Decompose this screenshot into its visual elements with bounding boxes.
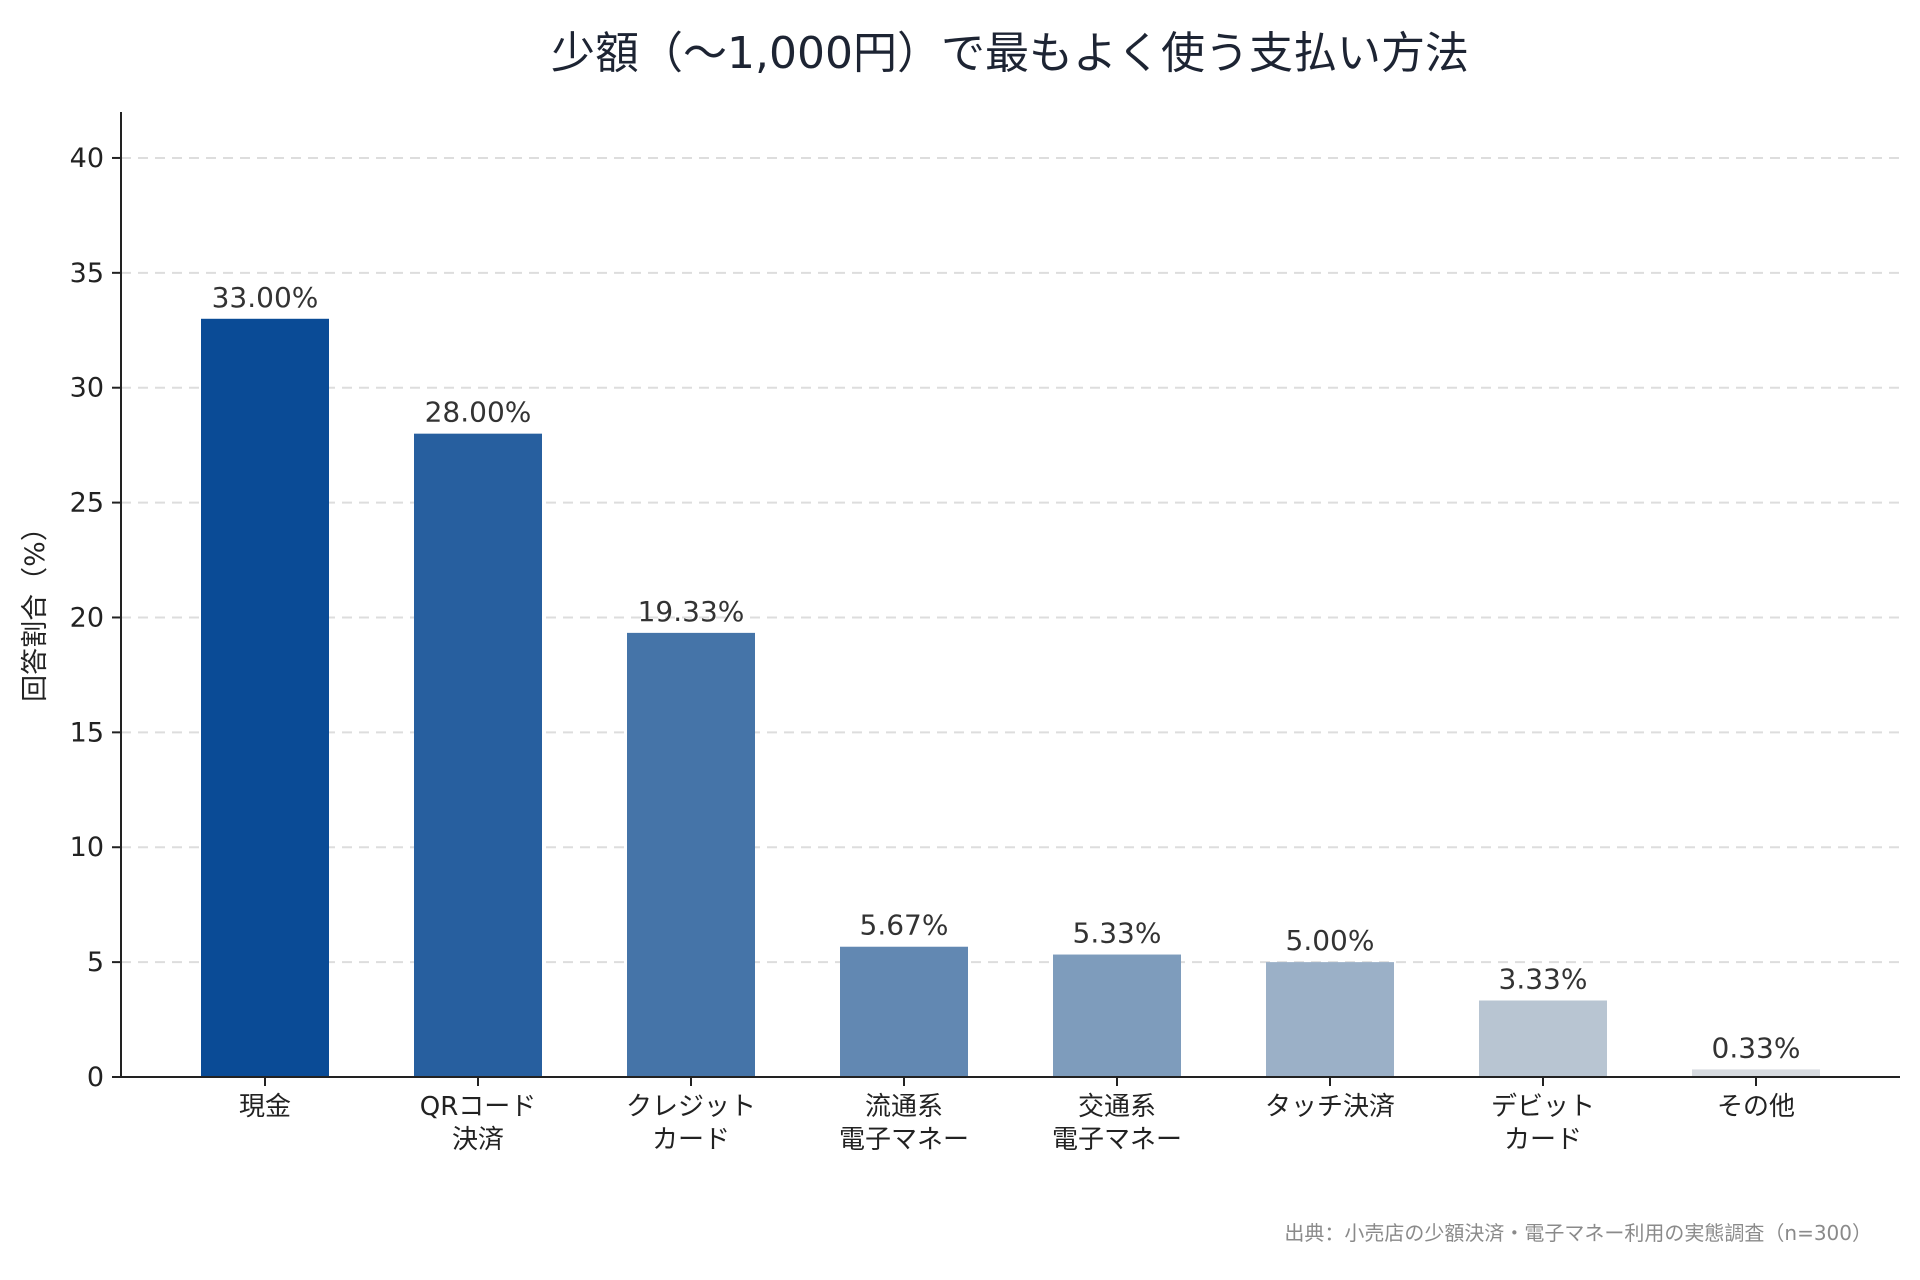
x-tick-label-6-1: カード xyxy=(1504,1125,1582,1155)
bar-0 xyxy=(201,318,329,1077)
bar-7 xyxy=(1692,1069,1820,1077)
chart-title: 少額（〜1,000円）で最もよく使う支払い方法 xyxy=(551,28,1469,79)
x-tick-label-1-1: 決済 xyxy=(452,1125,504,1155)
x-tick-label-2-1: カード xyxy=(652,1125,730,1155)
y-tick-label-35: 35 xyxy=(70,258,104,289)
x-tick-label-2-0: クレジット xyxy=(626,1092,756,1122)
x-tick-label-6-0: デビット xyxy=(1491,1092,1595,1122)
x-tick-label-5-0: タッチ決済 xyxy=(1265,1092,1395,1122)
y-tick-label-10: 10 xyxy=(70,832,104,863)
y-tick-label-25: 25 xyxy=(70,488,104,519)
bar-1 xyxy=(414,433,542,1078)
value-label-0: 33.00% xyxy=(212,281,319,314)
source-note: 出典：小売店の少額決済・電子マネー利用の実態調査（n=300） xyxy=(1284,1221,1872,1245)
bar-6 xyxy=(1479,1000,1607,1077)
x-tick-label-3-1: 電子マネー xyxy=(839,1125,969,1155)
value-label-1: 28.00% xyxy=(425,396,532,429)
y-axis-label: 回答割合（%） xyxy=(20,514,51,702)
y-tick-label-5: 5 xyxy=(87,947,104,978)
bar-4 xyxy=(1053,954,1181,1077)
y-axis-ticks: 0 5 10 15 20 25 30 35 40 xyxy=(70,143,121,1093)
y-tick-label-40: 40 xyxy=(70,143,104,174)
x-tick-label-3-0: 流通系 xyxy=(865,1092,943,1122)
value-label-7: 0.33% xyxy=(1712,1031,1801,1064)
value-label-3: 5.67% xyxy=(860,909,949,942)
bar-2 xyxy=(627,632,755,1077)
grid-lines xyxy=(121,156,1900,964)
x-tick-label-1-0: QRコード xyxy=(420,1092,537,1122)
bar-5 xyxy=(1266,962,1394,1077)
value-label-6: 3.33% xyxy=(1499,962,1588,995)
y-tick-label-30: 30 xyxy=(70,373,104,404)
x-tick-label-4-0: 交通系 xyxy=(1078,1092,1156,1122)
x-tick-label-7-0: その他 xyxy=(1717,1092,1795,1122)
y-tick-label-20: 20 xyxy=(70,602,104,633)
y-tick-label-0: 0 xyxy=(87,1062,104,1093)
y-tick-label-15: 15 xyxy=(70,717,104,748)
value-label-5: 5.00% xyxy=(1286,924,1375,957)
x-tick-label-4-1: 電子マネー xyxy=(1052,1125,1182,1155)
x-tick-label-0-0: 現金 xyxy=(239,1092,291,1122)
value-label-4: 5.33% xyxy=(1073,917,1162,950)
bar-3 xyxy=(840,946,968,1077)
value-labels: 33.00% 28.00% 19.33% 5.67% 5.33% 5.00% 3.33% 0.… xyxy=(212,281,1801,1065)
bars xyxy=(201,318,1820,1078)
value-label-2: 19.33% xyxy=(638,595,745,628)
